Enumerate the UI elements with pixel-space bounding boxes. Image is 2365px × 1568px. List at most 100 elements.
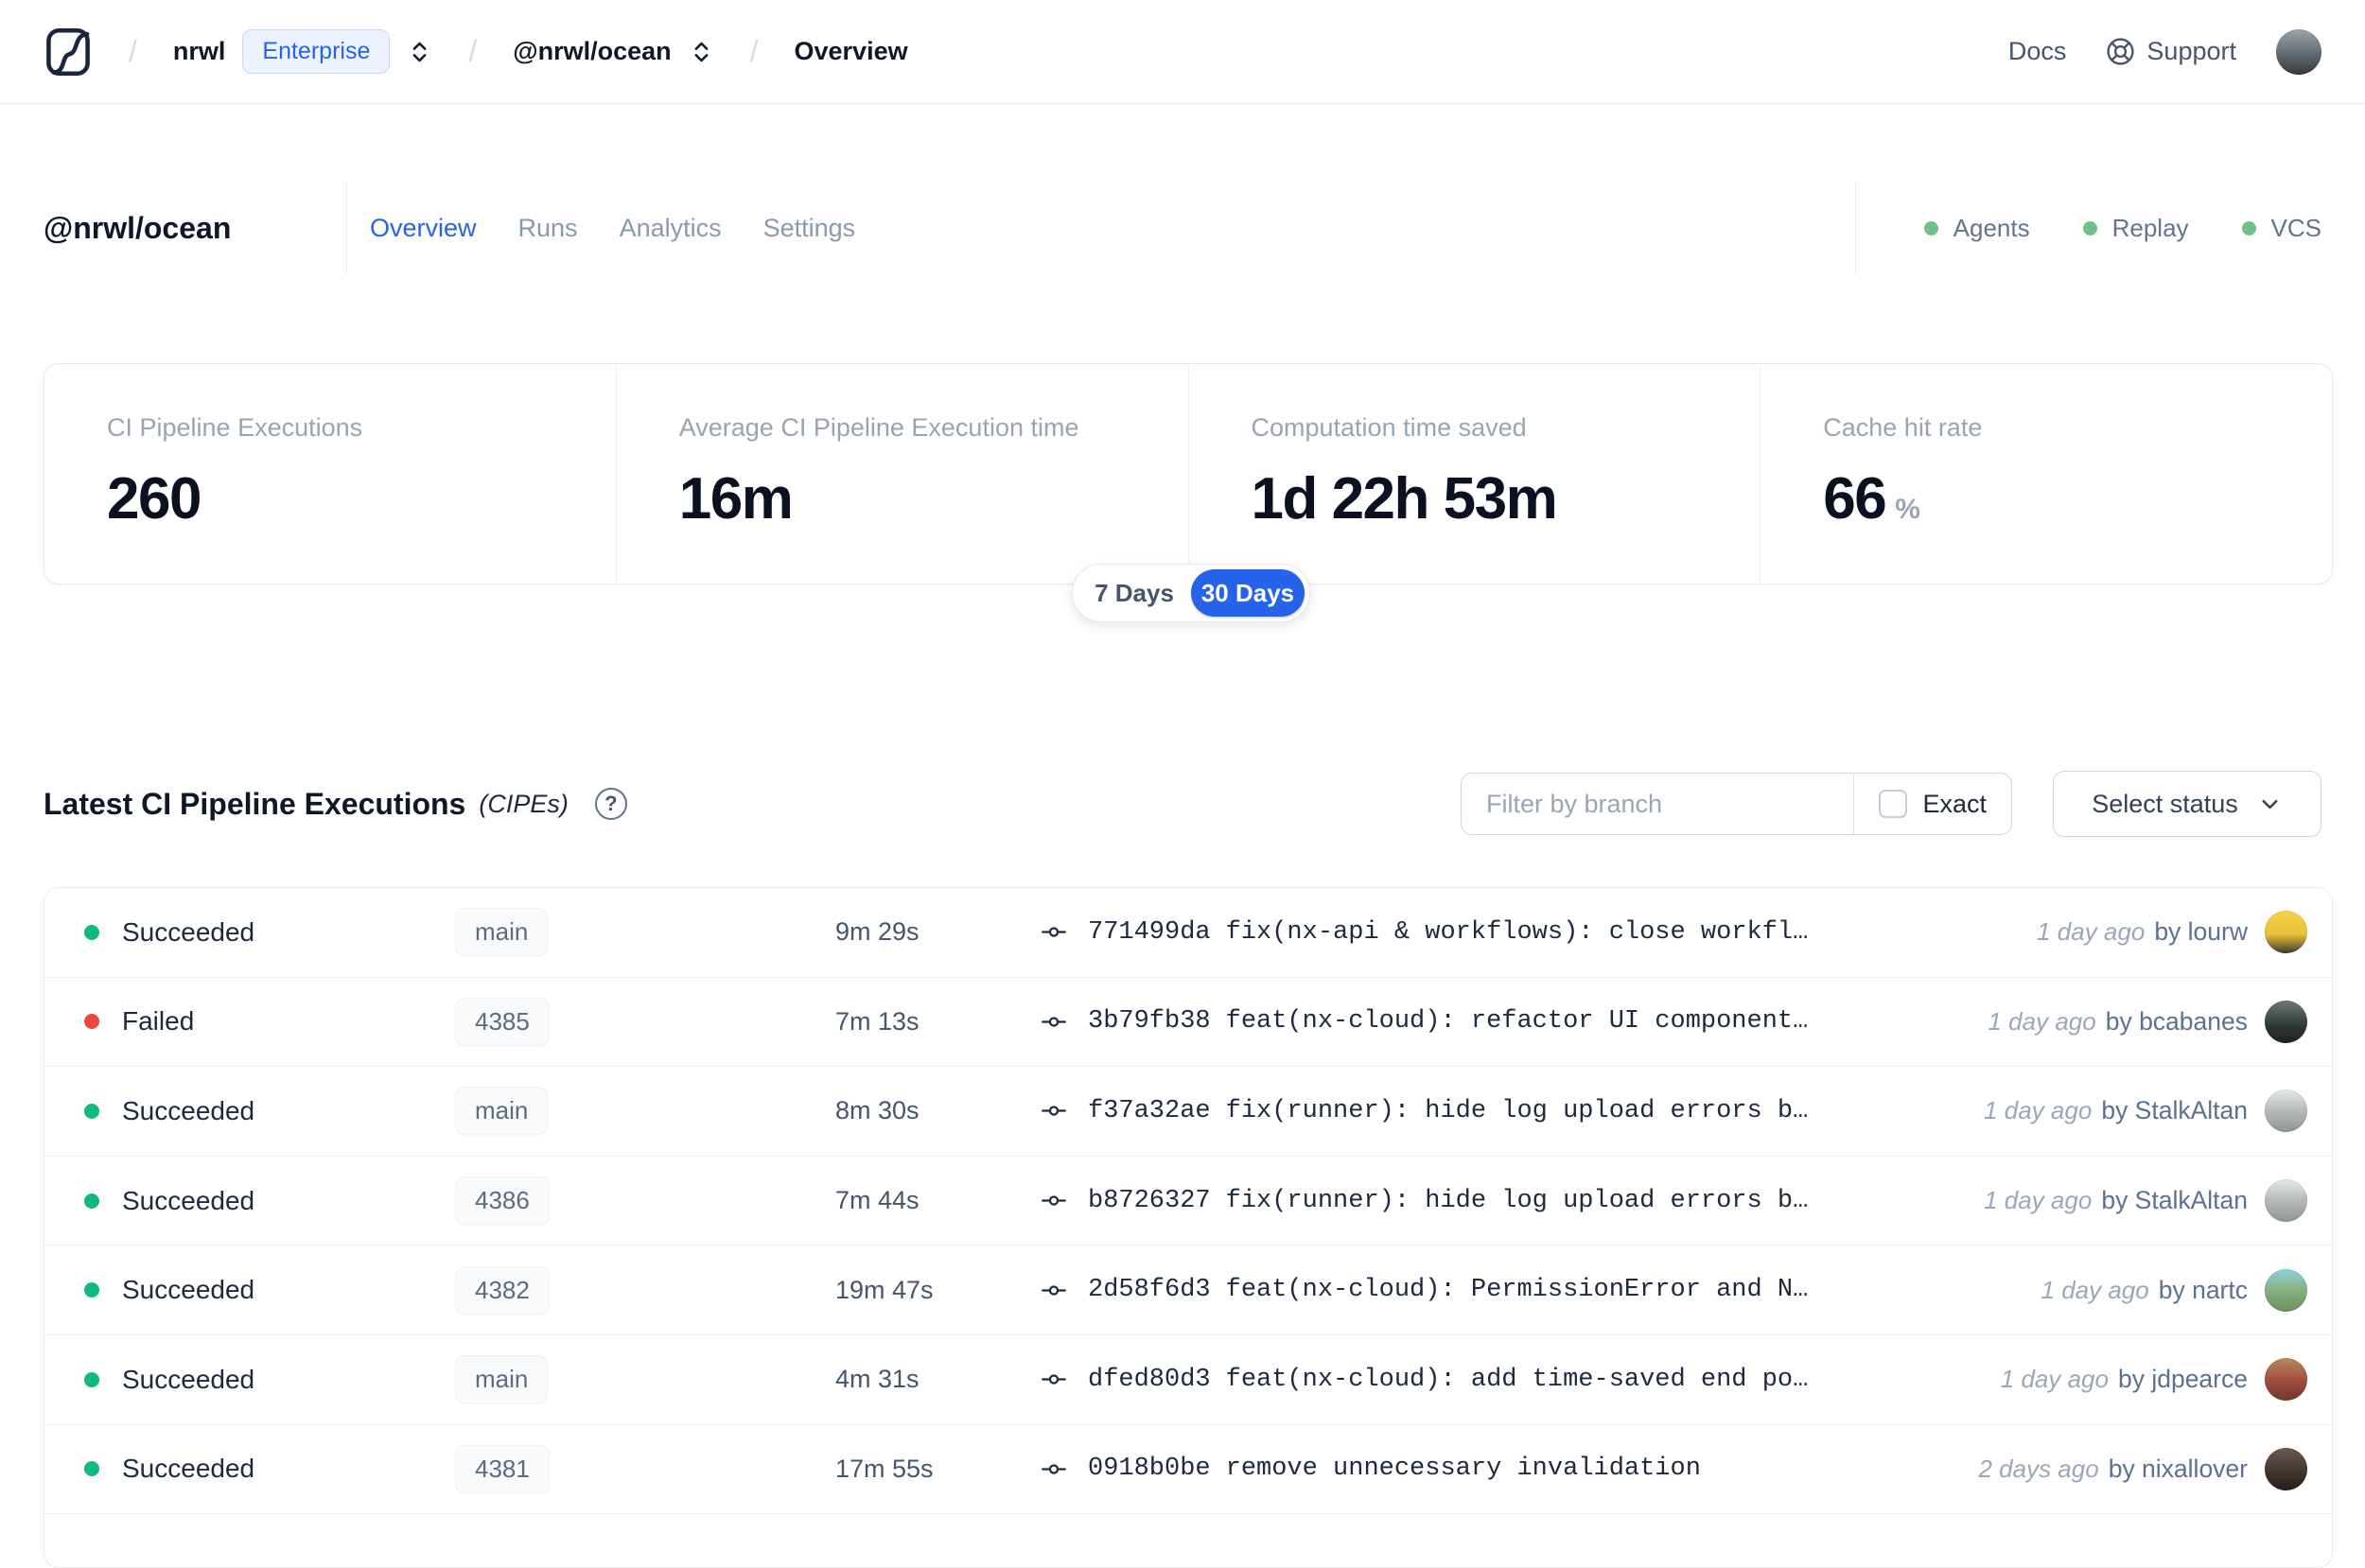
commit-message[interactable]: dfed80d3 feat(nx-cloud): add time-saved e… [1088, 1366, 1808, 1394]
commit-message[interactable]: 0918b0be remove unnecessary invalidation [1088, 1455, 1701, 1483]
table-row[interactable]: Succeeded 4386 7m 44s b8726327 fix(runner… [44, 1156, 2332, 1246]
status-label: Succeeded [122, 916, 255, 947]
status-label: Succeeded [122, 1185, 255, 1215]
author: by nixallover [2108, 1454, 2248, 1483]
avatar [2265, 911, 2307, 954]
time-ago: 1 day ago [1988, 1006, 2096, 1036]
tab-overview[interactable]: Overview [370, 213, 477, 242]
org-selector[interactable]: nrwl Enterprise [173, 29, 432, 74]
status-label: Succeeded [122, 1454, 255, 1484]
status-dot-icon [2082, 220, 2097, 235]
avatar [2265, 1089, 2307, 1133]
branch-badge[interactable]: main [455, 1355, 549, 1404]
commit-hash: 3b79fb38 [1088, 1007, 1211, 1037]
status-agents[interactable]: Agents [1923, 214, 2030, 243]
chevrons-up-down-icon[interactable] [407, 38, 432, 66]
workspace-name[interactable]: @nrwl/ocean [513, 37, 672, 65]
docs-link[interactable]: Docs [2007, 37, 2067, 65]
section-title-suffix: (CIPEs) [479, 789, 569, 818]
duration: 19m 47s [835, 1275, 934, 1304]
breadcrumb-page[interactable]: Overview [794, 37, 908, 65]
avatar [2265, 1179, 2307, 1223]
branch-badge[interactable]: main [455, 908, 549, 957]
help-icon[interactable]: ? [594, 788, 627, 820]
tab-analytics[interactable]: Analytics [619, 213, 722, 242]
git-commit-icon [1037, 1009, 1071, 1035]
status-label: Succeeded [122, 1095, 255, 1125]
status-dot-icon [84, 924, 99, 940]
commit-message[interactable]: b8726327 fix(runner): hide log upload err… [1088, 1187, 1808, 1215]
tab-settings[interactable]: Settings [762, 213, 856, 242]
stat-value: 260 [107, 466, 201, 531]
author: by StalkAltan [2101, 1186, 2248, 1215]
stats-cards: CI Pipeline Executions 260 Average CI Pi… [44, 363, 2333, 584]
time-ago: 1 day ago [2041, 1275, 2149, 1304]
duration: 8m 30s [835, 1096, 920, 1125]
commit-message[interactable]: 3b79fb38 feat(nx-cloud): refactor UI comp… [1088, 1007, 1808, 1036]
branch-filter-input[interactable] [1462, 774, 1854, 834]
git-commit-icon [1037, 1188, 1071, 1213]
stat-value: 66 [1823, 466, 1886, 531]
breadcrumb-separator: / [468, 34, 478, 68]
status-vcs[interactable]: VCS [2241, 214, 2321, 243]
service-statuses: Agents Replay VCS [1854, 182, 2321, 274]
commit-hash: b8726327 [1088, 1186, 1211, 1215]
org-name[interactable]: nrwl [172, 37, 226, 65]
status-dot-icon [2241, 220, 2256, 235]
author: by jdpearce [2117, 1365, 2248, 1394]
top-navbar: / nrwl Enterprise / @nrwl/ocean / Overvi… [0, 0, 2365, 104]
status-dot-icon [84, 1461, 99, 1477]
exact-checkbox[interactable] [1879, 790, 1908, 818]
toggle-30-days[interactable]: 30 Days [1191, 569, 1305, 617]
status-dot-icon [84, 1014, 99, 1030]
commit-message[interactable]: 2d58f6d3 feat(nx-cloud): PermissionError … [1088, 1276, 1808, 1304]
exact-label[interactable]: Exact [1922, 789, 1987, 818]
percent-suffix: % [1895, 494, 1920, 525]
git-commit-icon [1037, 1098, 1071, 1124]
duration: 4m 31s [835, 1365, 920, 1394]
table-row[interactable]: Succeeded main 4m 31s dfed80d3 feat(nx-cl… [44, 1334, 2332, 1425]
stat-value: 16m [678, 466, 794, 531]
table-row[interactable]: Succeeded 4382 19m 47s 2d58f6d3 feat(nx-c… [44, 1246, 2332, 1335]
branch-badge[interactable]: 4382 [455, 1265, 550, 1315]
status-dot-icon [1923, 220, 1938, 235]
stat-card-computation-time-saved: Computation time saved 1d 22h 53m [1187, 364, 1761, 584]
commit-subject: fix(nx-api & workflows): close workfl… [1225, 917, 1809, 947]
page-title: @nrwl/ocean [44, 210, 232, 245]
branch-badge[interactable]: 4385 [455, 997, 550, 1046]
commit-subject: feat(nx-cloud): add time-saved end po… [1225, 1365, 1809, 1394]
support-link[interactable]: Support [2106, 37, 2236, 66]
status-label: Succeeded [122, 1364, 255, 1394]
status-select-dropdown[interactable]: Select status [2053, 771, 2321, 837]
commit-subject: remove unnecessary invalidation [1225, 1455, 1701, 1484]
toggle-7-days[interactable]: 7 Days [1095, 579, 1174, 607]
branch-badge[interactable]: 4386 [455, 1176, 550, 1226]
commit-subject: feat(nx-cloud): refactor UI component… [1225, 1007, 1809, 1037]
table-row[interactable]: Succeeded main 8m 30s f37a32ae fix(runner… [44, 1067, 2332, 1157]
table-row[interactable]: Failed 4385 7m 13s 3b79fb38 feat(nx-cloud… [44, 977, 2332, 1068]
commit-hash: dfed80d3 [1088, 1365, 1211, 1394]
time-ago: 2 days ago [1978, 1454, 2099, 1483]
breadcrumb: / nrwl Enterprise / @nrwl/ocean / Overvi… [44, 26, 908, 78]
chevrons-up-down-icon[interactable] [689, 38, 714, 66]
lifebuoy-icon [2106, 37, 2135, 66]
period-toggle: 7 Days 30 Days [1072, 564, 1310, 622]
commit-message[interactable]: 771499da fix(nx-api & workflows): close w… [1088, 918, 1808, 947]
table-row[interactable]: Succeeded main 9m 29s 771499da fix(nx-api… [44, 888, 2332, 978]
commit-hash: 771499da [1088, 917, 1211, 947]
status-replay[interactable]: Replay [2082, 214, 2189, 243]
tab-runs[interactable]: Runs [517, 213, 578, 242]
time-ago: 1 day ago [1984, 1096, 2093, 1125]
user-avatar[interactable] [2276, 28, 2321, 75]
cipe-table: Succeeded main 9m 29s 771499da fix(nx-api… [44, 887, 2333, 1568]
workspace-selector[interactable]: @nrwl/ocean [513, 37, 713, 66]
git-commit-icon [1037, 1278, 1071, 1303]
status-label: Failed [122, 1006, 195, 1037]
commit-message[interactable]: f37a32ae fix(runner): hide log upload err… [1088, 1097, 1808, 1125]
author: by lourw [2154, 917, 2248, 947]
branch-badge[interactable]: main [455, 1087, 549, 1136]
nx-cloud-logo-icon[interactable] [44, 26, 93, 78]
branch-badge[interactable]: 4381 [455, 1444, 550, 1493]
table-row[interactable]: Succeeded 4381 17m 55s 0918b0be remove un… [44, 1424, 2332, 1515]
author: by nartc [2158, 1275, 2248, 1304]
